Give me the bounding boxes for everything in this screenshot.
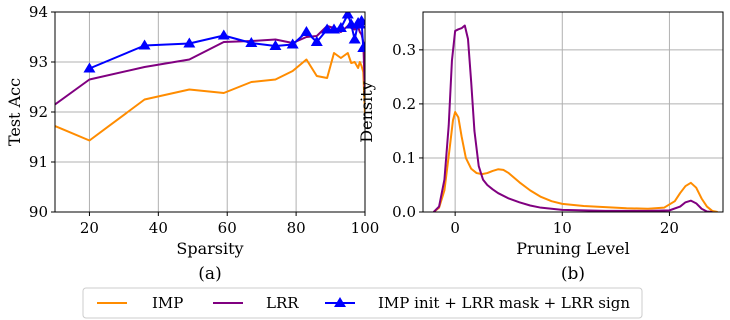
plot-b-series-group — [432, 24, 718, 212]
plot-a-y-axis-title: Test Acc — [5, 78, 24, 146]
plot-a-ytick-label: 91 — [29, 153, 48, 171]
plot-a-xtick-label: 80 — [287, 219, 306, 237]
plot-a-ytick-label: 90 — [29, 203, 48, 221]
plot-a-point-imp-init-lrr-mask-lrr-sign — [183, 37, 196, 48]
plot-b: 0 10 20 0.0 0.1 0.2 0.3 Pruning Level Density (b) — [357, 11, 724, 284]
plot-a-series-group — [55, 12, 365, 142]
plot-a-series-imp — [55, 52, 365, 142]
plot-a-point-imp-init-lrr-mask-lrr-sign — [341, 12, 354, 19]
plot-a-xtick-label: 60 — [218, 219, 237, 237]
plot-a-point-imp-init-lrr-mask-lrr-sign — [217, 29, 230, 40]
plot-b-series-lrr — [432, 24, 713, 212]
plot-b-xtick-label: 0 — [450, 219, 460, 237]
legend-marker-combo — [334, 297, 346, 307]
plot-a-point-imp-init-lrr-mask-lrr-sign — [348, 33, 361, 44]
plot-b-y-axis-title: Density — [357, 81, 376, 142]
legend-label-imp: IMP — [152, 294, 183, 312]
plot-b-series-imp — [433, 111, 718, 212]
plot-b-ytick-label: 0.0 — [392, 203, 416, 221]
plot-a-point-imp-init-lrr-mask-lrr-sign — [138, 39, 151, 50]
plot-a-point-imp-init-lrr-mask-lrr-sign — [269, 40, 282, 50]
plot-a-point-imp-init-lrr-mask-lrr-sign — [83, 62, 96, 73]
plot-b-xtick-label: 10 — [553, 219, 572, 237]
plot-a-xtick-label: 100 — [351, 219, 380, 237]
legend-frame — [82, 287, 643, 319]
plot-b-ytick-label: 0.3 — [392, 41, 416, 59]
plot-a-ytick-label: 93 — [29, 53, 48, 71]
plot-a-point-imp-init-lrr-mask-lrr-sign — [355, 15, 365, 25]
plot-b-xtick-label: 20 — [660, 219, 679, 237]
plot-b-ytick-label: 0.2 — [392, 95, 416, 113]
legend-label-lrr: LRR — [266, 294, 299, 312]
plot-b-x-axis-title: Pruning Level — [516, 239, 630, 258]
plot-a-ytick-label: 92 — [29, 103, 48, 121]
legend: IMP LRR IMP init + LRR mask + LRR sign — [82, 287, 643, 319]
plot-a-point-imp-init-lrr-mask-lrr-sign — [310, 36, 323, 46]
plot-a-point-imp-init-lrr-mask-lrr-sign — [359, 41, 365, 51]
plot-a-xtick-label: 20 — [80, 219, 99, 237]
plot-a-xtick-label: 40 — [149, 219, 168, 237]
legend-label-combo: IMP init + LRR mask + LRR sign — [378, 294, 630, 312]
plot-a-point-imp-init-lrr-mask-lrr-sign — [334, 22, 347, 32]
plot-a-caption: (a) — [198, 264, 221, 284]
plot-a-point-imp-init-lrr-mask-lrr-sign — [286, 38, 299, 49]
plot-b-ytick-label: 0.1 — [392, 149, 416, 167]
plot-b-caption: (b) — [561, 264, 585, 284]
plot-a: 20 40 60 80 100 90 91 92 93 94 Sparsity Test Acc (a) — [5, 3, 379, 284]
plot-b-axes-frame — [422, 11, 724, 213]
plot-a-point-imp-init-lrr-mask-lrr-sign — [300, 26, 313, 36]
plot-a-ytick-label: 94 — [29, 3, 48, 21]
plot-a-x-axis-title: Sparsity — [176, 239, 243, 258]
plot-a-point-imp-init-lrr-mask-lrr-sign — [245, 37, 258, 47]
